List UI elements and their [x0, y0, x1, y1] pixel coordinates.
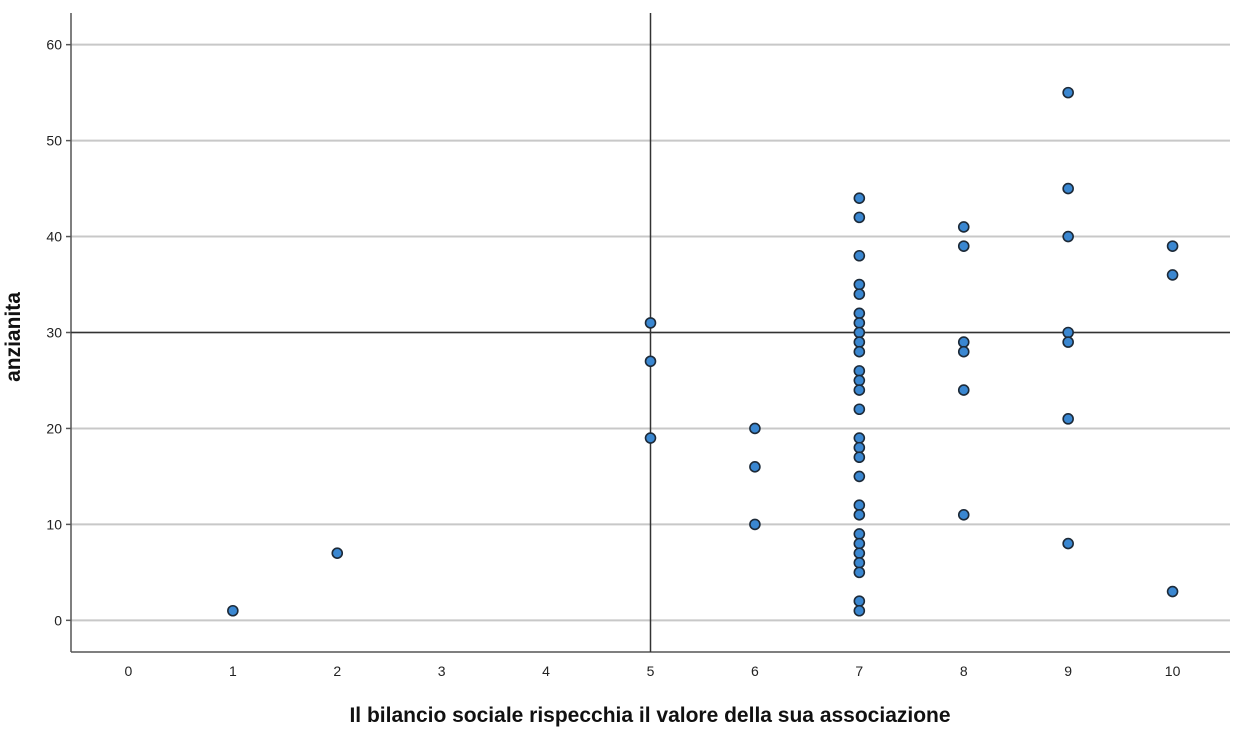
data-point-18 — [853, 365, 866, 377]
x-tick-label-10: 10 — [1165, 663, 1181, 679]
x-tick-label-3: 3 — [438, 663, 446, 679]
data-point-0 — [227, 604, 239, 617]
data-point-28 — [853, 528, 866, 540]
x-tick-label-9: 9 — [1064, 663, 1072, 679]
x-tick-labels: 0 1 2 3 4 5 6 7 8 9 10 — [125, 663, 1181, 679]
data-point-4 — [644, 432, 657, 444]
x-tick-label-4: 4 — [542, 663, 550, 679]
data-point-21 — [853, 403, 866, 416]
y-tick-labels: 0 10 20 30 40 50 60 — [46, 37, 71, 628]
data-point-29 — [853, 537, 866, 550]
data-point-10 — [853, 249, 866, 262]
data-point-40 — [957, 508, 970, 521]
data-point-20 — [853, 384, 866, 396]
x-tick-label-1: 1 — [229, 663, 237, 679]
y-tick-label-20: 20 — [46, 420, 62, 436]
x-tick-label-6: 6 — [751, 663, 759, 679]
x-tick-label-5: 5 — [647, 663, 655, 679]
y-tick-label-40: 40 — [46, 229, 62, 245]
data-point-7 — [749, 518, 761, 531]
y-axis-title: anzianita — [2, 292, 25, 382]
x-tick-label-0: 0 — [125, 663, 133, 679]
data-point-17 — [853, 345, 866, 358]
x-tick-label-2: 2 — [333, 663, 341, 679]
data-point-14 — [853, 317, 866, 329]
data-point-22 — [853, 432, 866, 444]
x-axis-title: Il bilancio sociale rispecchia il valore… — [349, 704, 950, 727]
data-point-31 — [853, 556, 866, 569]
data-point-49 — [1166, 269, 1179, 281]
data-point-41 — [1062, 86, 1074, 99]
data-point-45 — [1062, 336, 1074, 348]
data-point-3 — [644, 355, 657, 368]
data-point-19 — [853, 374, 866, 387]
data-point-27 — [853, 508, 866, 521]
y-tick-label-50: 50 — [46, 133, 62, 149]
data-point-42 — [1062, 182, 1074, 195]
data-point-46 — [1062, 413, 1074, 425]
data-point-26 — [853, 499, 866, 512]
data-point-32 — [853, 566, 866, 579]
data-point-30 — [853, 547, 866, 559]
data-point-48 — [1166, 240, 1179, 252]
data-point-50 — [1166, 585, 1179, 598]
data-point-16 — [853, 336, 866, 348]
data-point-15 — [853, 326, 866, 339]
data-point-12 — [853, 288, 866, 300]
data-points — [227, 86, 1179, 617]
data-point-37 — [957, 336, 970, 348]
data-point-44 — [1062, 326, 1074, 339]
data-point-34 — [853, 604, 866, 617]
data-point-5 — [749, 422, 761, 435]
x-tick-label-8: 8 — [960, 663, 968, 679]
y-tick-label-10: 10 — [46, 516, 62, 532]
y-tick-label-60: 60 — [46, 37, 62, 53]
data-point-33 — [853, 595, 866, 607]
data-point-39 — [957, 384, 970, 396]
y-tick-label-30: 30 — [46, 325, 62, 341]
data-point-11 — [853, 278, 866, 291]
data-point-23 — [853, 441, 866, 454]
x-tick-label-7: 7 — [855, 663, 863, 679]
data-point-9 — [853, 211, 866, 224]
y-tick-label-0: 0 — [54, 612, 62, 628]
data-point-1 — [331, 547, 344, 559]
data-point-36 — [957, 240, 970, 252]
data-point-8 — [853, 192, 866, 204]
data-point-13 — [853, 307, 866, 320]
data-point-35 — [957, 221, 970, 233]
data-point-24 — [853, 451, 866, 464]
data-point-25 — [853, 470, 866, 483]
data-point-43 — [1062, 230, 1074, 243]
data-point-38 — [957, 345, 970, 358]
data-point-6 — [749, 461, 761, 473]
data-point-47 — [1062, 537, 1074, 550]
data-point-2 — [644, 317, 657, 329]
reference-lines — [71, 13, 1230, 652]
